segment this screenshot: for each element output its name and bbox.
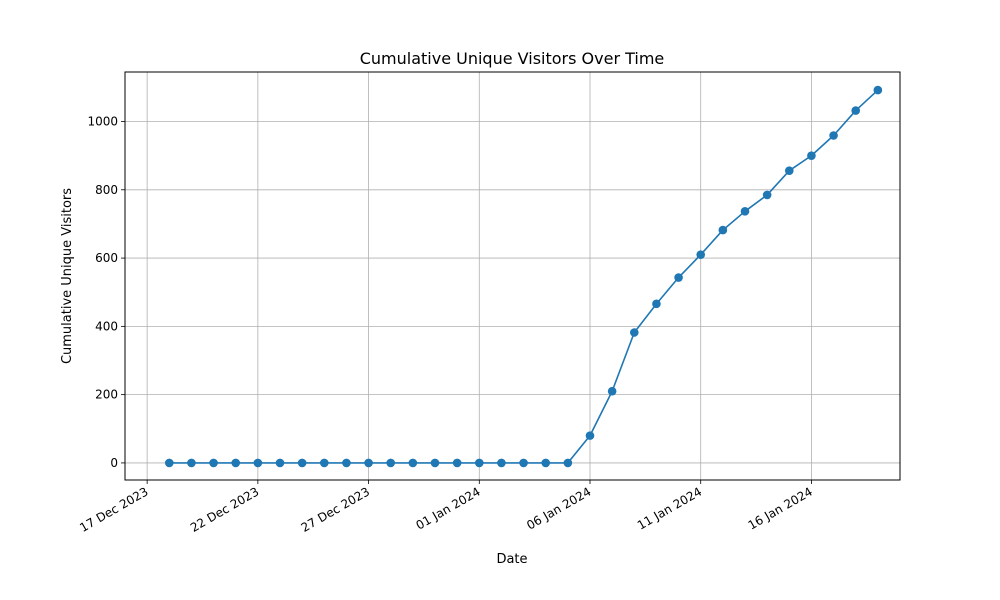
x-axis-title: Date <box>496 552 527 567</box>
data-point <box>696 250 706 259</box>
data-point <box>829 131 838 140</box>
y-tick-label: 600 <box>95 251 118 265</box>
data-point <box>474 458 484 468</box>
data-point <box>585 431 595 440</box>
y-tick-label: 800 <box>95 183 118 197</box>
data-point <box>519 458 528 468</box>
data-point <box>784 166 794 175</box>
data-point <box>187 458 196 468</box>
series-layer <box>164 85 883 468</box>
grid <box>125 72 900 480</box>
data-point <box>209 458 218 468</box>
data-point <box>253 458 263 468</box>
data-point <box>319 458 329 468</box>
data-point <box>164 458 174 468</box>
data-point <box>408 458 418 468</box>
data-point <box>762 190 772 200</box>
data-point <box>607 386 617 396</box>
data-point <box>652 299 661 309</box>
data-point <box>231 458 241 468</box>
y-axis-title: Cumulative Unique Visitors <box>60 188 75 364</box>
y-tick-label: 1000 <box>87 115 118 129</box>
data-point <box>851 106 861 115</box>
data-point <box>563 458 573 468</box>
y-tick-label: 0 <box>110 456 118 470</box>
y-tick-label: 400 <box>95 319 118 333</box>
data-point <box>873 85 883 95</box>
data-point <box>430 458 440 468</box>
chart-title: Cumulative Unique Visitors Over Time <box>360 49 665 68</box>
data-point <box>807 151 816 160</box>
data-point <box>718 225 728 235</box>
plot-frame <box>124 71 901 481</box>
data-point <box>740 207 750 216</box>
data-point <box>275 458 285 468</box>
data-point <box>342 458 351 468</box>
data-point <box>297 458 307 468</box>
data-point <box>497 458 506 468</box>
data-point <box>364 458 373 468</box>
data-point <box>541 458 551 468</box>
data-point <box>452 458 462 468</box>
data-point <box>629 328 639 337</box>
data-point <box>386 458 396 468</box>
data-point <box>674 273 683 282</box>
y-tick-label: 200 <box>95 388 118 402</box>
